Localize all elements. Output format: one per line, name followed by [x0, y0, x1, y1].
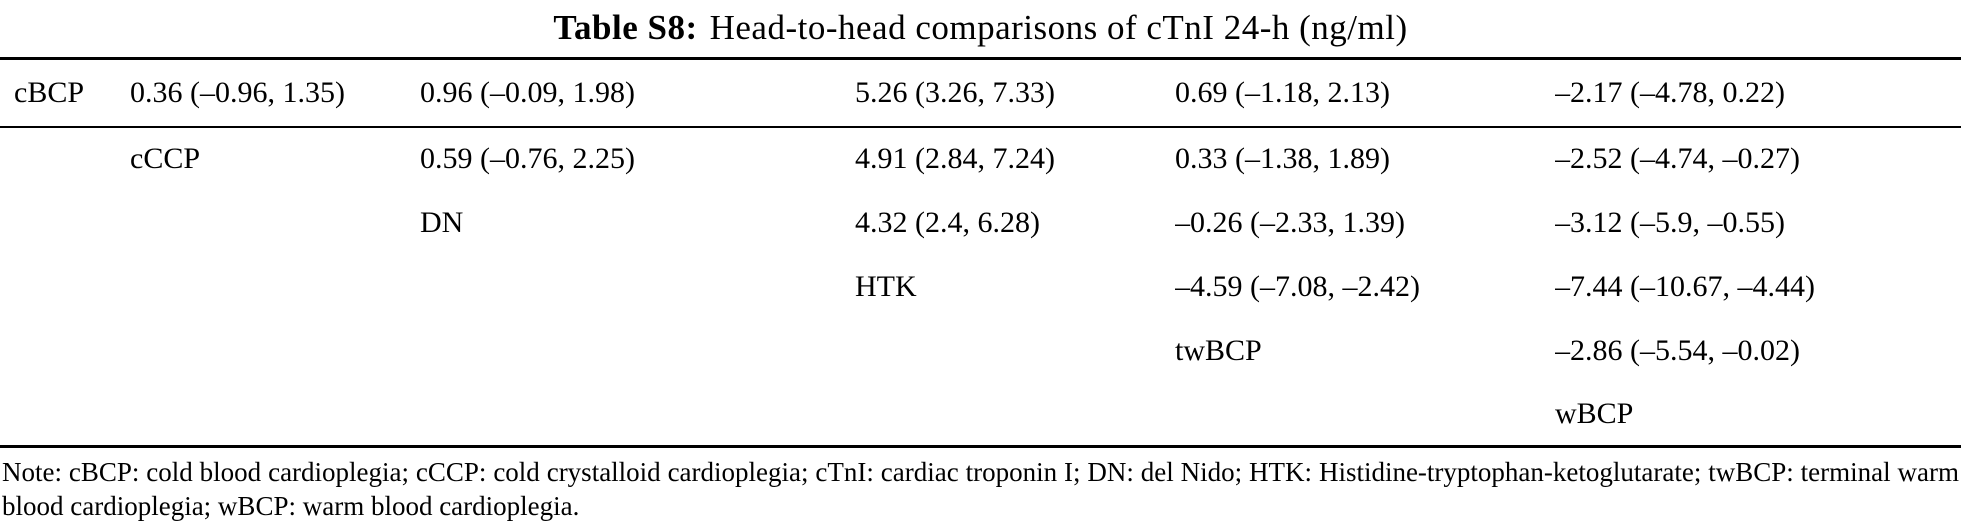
empty-cell	[130, 383, 420, 447]
estimate-cell-cccp-wbcp: –2.52 (–4.74, –0.27)	[1555, 142, 1800, 175]
estimate-cell-cccp-dn: 0.59 (–0.76, 2.25)	[420, 142, 635, 175]
diagonal-label-wbcp: wBCP	[1555, 396, 1634, 430]
head-to-head-comparison-table: cBCP 0.36 (–0.96, 1.35) 0.96 (–0.09, 1.9…	[0, 57, 1961, 448]
empty-cell	[130, 255, 420, 319]
table-row-cbcp: cBCP 0.36 (–0.96, 1.35) 0.96 (–0.09, 1.9…	[0, 58, 1961, 128]
table-row-htk: HTK –4.59 (–7.08, –2.42) –7.44 (–10.67, …	[0, 255, 1961, 319]
table-title-text: Head-to-head comparisons of cTnI 24-h (n…	[709, 8, 1408, 47]
estimate-cell-dn-wbcp: –3.12 (–5.9, –0.55)	[1555, 205, 1785, 239]
empty-cell	[855, 383, 1175, 447]
diagonal-label-twbcp: twBCP	[1175, 333, 1262, 367]
estimate-cell-htk-twbcp: –4.59 (–7.08, –2.42)	[1175, 269, 1420, 303]
empty-cell	[855, 319, 1175, 383]
table-title: Table S8: Head-to-head comparisons of cTn…	[0, 0, 1961, 57]
empty-cell	[130, 191, 420, 255]
estimate-cell-dn-twbcp: –0.26 (–2.33, 1.39)	[1175, 205, 1405, 239]
table-row-wbcp: wBCP	[0, 383, 1961, 447]
empty-cell	[420, 255, 855, 319]
estimate-cell-cbcp-dn: 0.96 (–0.09, 1.98)	[420, 58, 855, 128]
diagonal-label-dn: DN	[420, 205, 464, 239]
empty-cell	[0, 127, 130, 191]
empty-cell	[1175, 383, 1555, 447]
diagonal-label-cccp: cCCP	[130, 142, 201, 175]
estimate-cell-dn-htk: 4.32 (2.4, 6.28)	[855, 205, 1040, 239]
empty-cell	[0, 191, 130, 255]
estimate-cell-cccp-twbcp: 0.33 (–1.38, 1.89)	[1175, 142, 1390, 175]
empty-cell	[0, 319, 130, 383]
empty-cell	[0, 383, 130, 447]
estimate-cell-cccp-htk: 4.91 (2.84, 7.24)	[855, 142, 1055, 175]
estimate-cell-cbcp-htk: 5.26 (3.26, 7.33)	[855, 58, 1175, 128]
estimate-cell-htk-wbcp: –7.44 (–10.67, –4.44)	[1555, 269, 1815, 303]
table-footnote: Note: cBCP: cold blood cardioplegia; cCC…	[2, 457, 1959, 521]
empty-cell	[0, 255, 130, 319]
table-row-twbcp: twBCP –2.86 (–5.54, –0.02)	[0, 319, 1961, 383]
diagonal-label-htk: HTK	[855, 269, 917, 303]
estimate-cell-cbcp-cccp: 0.36 (–0.96, 1.35)	[130, 58, 420, 128]
estimate-cell-twbcp-wbcp: –2.86 (–5.54, –0.02)	[1555, 333, 1800, 367]
estimate-cell-cbcp-twbcp: 0.69 (–1.18, 2.13)	[1175, 58, 1555, 128]
diagonal-label-cbcp: cBCP	[0, 58, 130, 128]
empty-cell	[420, 383, 855, 447]
table-row-cccp: cCCP 0.59 (–0.76, 2.25) 4.91 (2.84, 7.24…	[0, 127, 1961, 191]
table-row-dn: DN 4.32 (2.4, 6.28) –0.26 (–2.33, 1.39) …	[0, 191, 1961, 255]
empty-cell	[420, 319, 855, 383]
table-title-label: Table S8:	[553, 8, 698, 47]
empty-cell	[130, 319, 420, 383]
estimate-cell-cbcp-wbcp: –2.17 (–4.78, 0.22)	[1555, 58, 1961, 128]
